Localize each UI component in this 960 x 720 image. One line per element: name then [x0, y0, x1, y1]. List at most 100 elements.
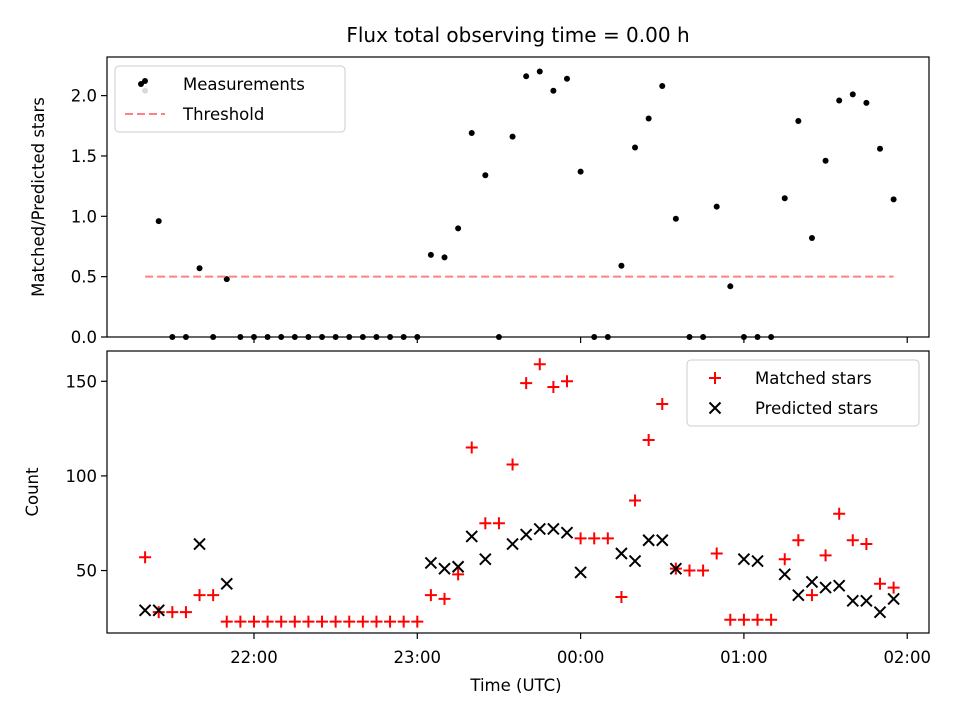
- x-tick-label: 00:00: [557, 648, 605, 667]
- data-point: [506, 458, 519, 471]
- data-point: [451, 560, 465, 573]
- y-tick-label: 100: [66, 467, 98, 486]
- data-point: [414, 334, 421, 340]
- panel-ratio: 0.0 0.5 1.0 1.5 2.0 Matched/Predicted stars Me…: [29, 56, 930, 347]
- data-point: [455, 225, 462, 232]
- data-point: [656, 397, 669, 410]
- data-point: [288, 615, 301, 628]
- data-point: [250, 334, 257, 340]
- data-point: [656, 534, 669, 547]
- data-point: [166, 606, 179, 619]
- data-point: [275, 615, 288, 628]
- data-point: [547, 522, 560, 536]
- ratio-legend: Measurements Threshold: [114, 65, 346, 133]
- data-point: [264, 334, 271, 340]
- data-point: [533, 358, 546, 371]
- data-point: [765, 613, 778, 626]
- data-point: [778, 553, 791, 566]
- data-point: [193, 537, 206, 551]
- data-point: [492, 517, 505, 530]
- data-point: [874, 577, 887, 590]
- data-point: [574, 566, 587, 579]
- data-point: [152, 606, 165, 619]
- data-point: [193, 589, 206, 602]
- data-point: [387, 334, 394, 340]
- legend-label: Threshold: [182, 105, 264, 124]
- legend-label: Matched stars: [755, 369, 872, 388]
- data-point: [536, 68, 543, 75]
- data-point: [860, 538, 873, 551]
- panel-counts: 50 100 150 22:00 23:00 00:00 01:00 02:00 Count Ma…: [23, 350, 931, 667]
- data-point: [479, 552, 492, 566]
- data-point: [506, 537, 519, 551]
- data-point: [468, 130, 475, 137]
- data-point: [438, 562, 451, 575]
- data-point: [316, 615, 329, 628]
- data-point: [424, 556, 438, 570]
- data-point: [550, 87, 557, 94]
- data-point: [356, 615, 369, 628]
- data-point: [887, 592, 900, 606]
- data-point: [479, 517, 492, 530]
- y-tick-label: 1.0: [71, 207, 97, 226]
- data-point: [754, 334, 761, 340]
- data-point: [196, 265, 203, 272]
- data-point: [724, 613, 737, 626]
- data-point: [710, 547, 723, 560]
- data-point: [629, 494, 642, 507]
- data-point: [533, 522, 546, 536]
- data-point: [805, 589, 818, 602]
- series-predicted-stars: [138, 522, 900, 619]
- data-point: [781, 195, 788, 202]
- data-point: [751, 613, 764, 626]
- data-point: [223, 276, 230, 283]
- data-point: [727, 283, 734, 290]
- data-point: [632, 144, 639, 151]
- data-point: [397, 615, 410, 628]
- data-point: [182, 334, 189, 340]
- data-point: [547, 380, 560, 393]
- data-point: [792, 534, 805, 547]
- data-point: [669, 562, 683, 575]
- data-point: [560, 375, 573, 388]
- data-point: [220, 577, 233, 590]
- data-point: [846, 594, 859, 608]
- data-point: [400, 334, 407, 340]
- data-point: [278, 334, 285, 340]
- data-point: [343, 615, 356, 628]
- data-point: [179, 606, 192, 619]
- data-point: [697, 564, 710, 577]
- data-point: [495, 334, 502, 340]
- x-tick-label: 23:00: [394, 648, 442, 667]
- data-point: [863, 99, 870, 106]
- data-point: [604, 334, 611, 340]
- data-point: [261, 615, 274, 628]
- data-point: [482, 172, 489, 179]
- data-point: [560, 526, 574, 539]
- legend-box: [114, 65, 346, 133]
- data-point: [523, 73, 530, 80]
- data-point: [683, 564, 696, 577]
- data-point: [686, 334, 693, 340]
- data-point: [873, 605, 887, 619]
- data-point: [138, 604, 152, 617]
- data-point: [887, 581, 900, 594]
- x-axis-label: Time (UTC): [469, 676, 561, 695]
- data-point: [359, 334, 366, 340]
- ratio-plot-frame: [106, 56, 930, 338]
- data-point: [628, 554, 642, 568]
- y-tick-label: 50: [76, 562, 97, 581]
- data-point: [346, 334, 353, 340]
- data-point: [642, 534, 655, 547]
- y-tick-label: 1.5: [71, 147, 97, 166]
- data-point: [849, 91, 856, 98]
- data-point: [618, 262, 625, 269]
- data-point: [877, 145, 884, 152]
- data-point: [740, 334, 747, 340]
- data-point: [329, 615, 342, 628]
- data-point: [424, 589, 437, 602]
- y-tick-label: 150: [66, 372, 98, 391]
- series-matched-stars: [139, 358, 900, 628]
- data-point: [737, 552, 751, 566]
